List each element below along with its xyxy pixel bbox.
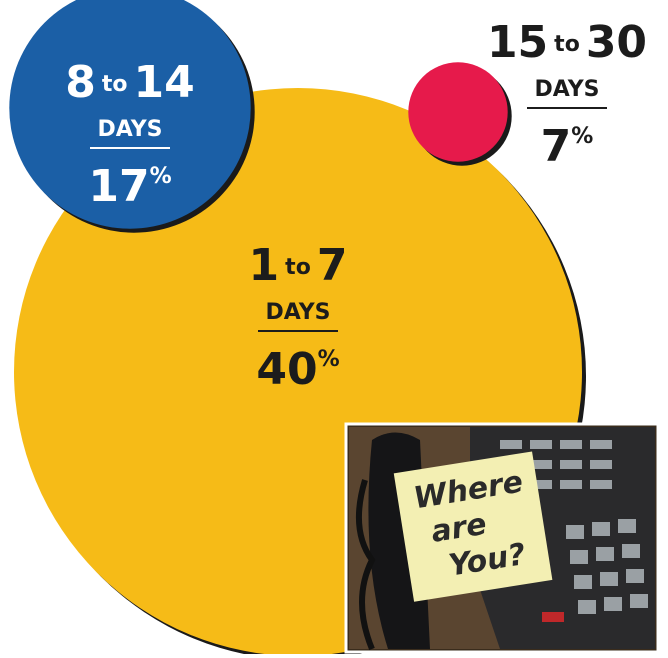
- bubble: [408, 62, 508, 162]
- unit-label: DAYS: [535, 77, 600, 102]
- bubble: [9, 0, 251, 229]
- bubble-labels: 1 to 7 DAYS 40% 8 to 14 DAYS 17% 15 to 30 DAYS 7%: [65, 17, 647, 395]
- category-label: 15 to 30: [487, 17, 647, 68]
- phone-buttons: [500, 440, 648, 614]
- unit-label: DAYS: [266, 300, 331, 325]
- note-line: are: [429, 507, 489, 550]
- category-label: 1 to 7: [249, 240, 348, 291]
- value-label: 17%: [88, 161, 171, 212]
- unit-label: DAYS: [98, 117, 163, 142]
- category-label: 8 to 14: [65, 57, 195, 108]
- red-button: [542, 612, 564, 622]
- value-label: 40%: [256, 344, 339, 395]
- phone-cord: [355, 479, 376, 651]
- note-paper: [393, 451, 553, 602]
- value-label: 7%: [541, 121, 594, 172]
